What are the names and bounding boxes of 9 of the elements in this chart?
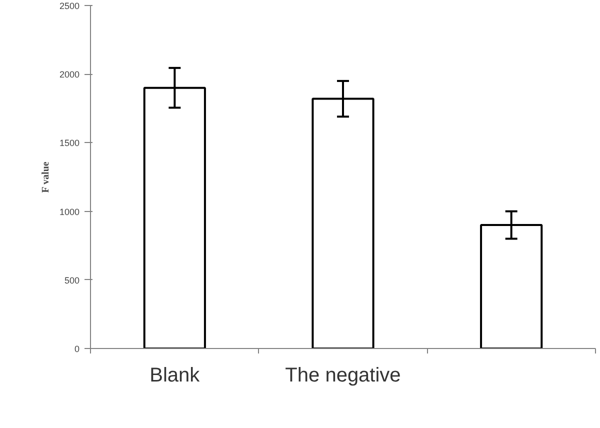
y-tick-label: 2500 bbox=[59, 1, 80, 11]
y-axis-title: F value bbox=[40, 161, 52, 193]
y-tick-label: 0 bbox=[74, 344, 80, 354]
x-tick-label: Blank bbox=[150, 364, 201, 386]
y-tick-label: 1500 bbox=[59, 138, 80, 148]
y-tick-label: 500 bbox=[64, 275, 80, 286]
y-tick-label: 1000 bbox=[59, 206, 80, 217]
y-tick-label: 2000 bbox=[59, 70, 80, 80]
x-tick-label: The negative bbox=[285, 364, 401, 386]
